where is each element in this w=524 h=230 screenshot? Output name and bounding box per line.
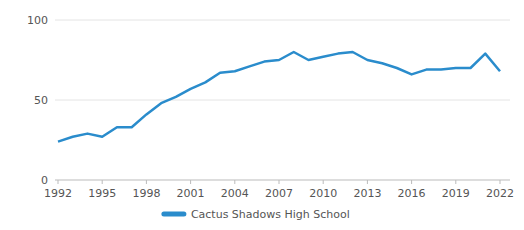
x-tick	[146, 180, 147, 184]
x-tick-label: 1995	[88, 187, 116, 200]
y-tick-label: 0	[41, 174, 48, 187]
x-tick-label: 2007	[265, 187, 293, 200]
grid-line	[55, 180, 510, 181]
chart: 0 50 100 1992 1995 1998 2001 2004 2007 2010 2013 20…	[0, 0, 524, 230]
x-tick-label: 2001	[177, 187, 205, 200]
grid-line	[55, 20, 510, 21]
plot-area	[58, 52, 500, 142]
x-tick	[190, 180, 191, 184]
x-tick	[102, 180, 103, 184]
y-tick-label: 50	[34, 94, 48, 107]
x-tick-label: 2010	[309, 187, 337, 200]
x-tick-label: 1992	[44, 187, 72, 200]
x-tick	[323, 180, 324, 184]
x-tick	[500, 180, 501, 184]
x-tick-label: 2019	[442, 187, 470, 200]
x-tick	[411, 180, 412, 184]
legend-label: Cactus Shadows High School	[191, 208, 350, 221]
x-tick	[279, 180, 280, 184]
x-tick-label: 1998	[132, 187, 160, 200]
grid-line	[55, 100, 510, 101]
legend-swatch	[164, 212, 184, 217]
x-tick	[58, 180, 59, 184]
y-tick-label: 100	[27, 14, 48, 27]
x-tick	[367, 180, 368, 184]
x-tick	[234, 180, 235, 184]
x-tick-label: 2016	[398, 187, 426, 200]
legend: Cactus Shadows High School	[164, 208, 350, 221]
x-tick-label: 2013	[353, 187, 381, 200]
chart-container: 0 50 100 1992 1995 1998 2001 2004 2007 2010 2013 20…	[0, 0, 524, 230]
x-tick-label: 2022	[486, 187, 514, 200]
series-line	[58, 52, 500, 142]
x-tick	[455, 180, 456, 184]
x-tick-label: 2004	[221, 187, 249, 200]
